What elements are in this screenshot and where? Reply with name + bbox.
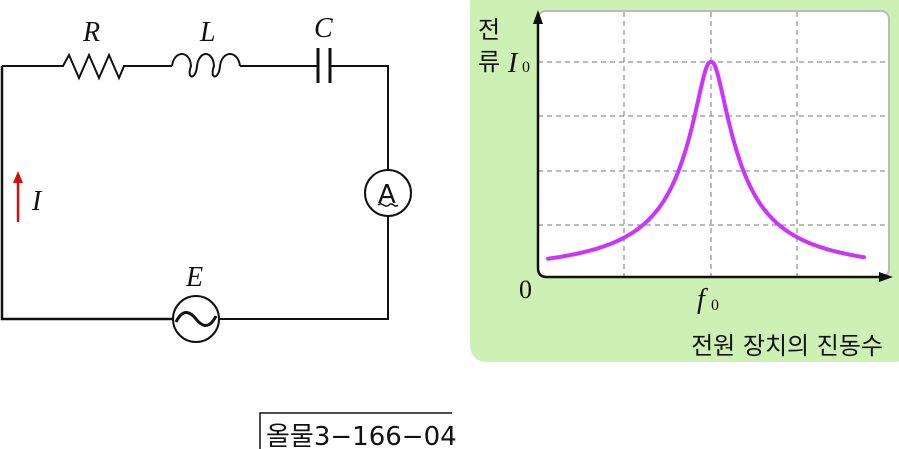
inductor-icon	[171, 53, 241, 78]
axes	[533, 10, 893, 282]
capacitor-icon	[316, 48, 332, 83]
current-label: I	[31, 186, 43, 217]
resistor-label: R	[82, 17, 100, 48]
y-axis	[536, 20, 885, 279]
wire-right-bottom	[219, 216, 389, 320]
footer-border	[259, 412, 452, 449]
circuit	[0, 48, 412, 343]
origin-label: 0	[519, 275, 532, 304]
capacitor-label: C	[314, 13, 333, 44]
ammeter-label: A	[378, 180, 396, 210]
x-axis-label: 전원 장치의 진동수	[691, 332, 883, 360]
y-axis-arrow-icon	[533, 10, 543, 24]
y-peak-subscript: 0	[522, 59, 530, 76]
footer-code: 올물3−166−04	[266, 422, 457, 449]
y-axis-label-line1: 전	[478, 16, 500, 44]
current-arrow-icon	[13, 171, 23, 222]
wire-left	[0, 66, 173, 321]
y-peak-label: I	[507, 48, 519, 79]
y-axis-label-line2: 류	[478, 48, 500, 76]
ac-wave	[174, 311, 218, 327]
plot-area	[537, 10, 890, 278]
resistor-icon	[58, 52, 172, 81]
ammeter-wave	[377, 203, 399, 207]
wire-top-right	[330, 65, 389, 170]
x-peak-subscript: 0	[711, 297, 719, 314]
x-axis-arrow-icon	[879, 272, 893, 282]
source-label: E	[185, 262, 203, 293]
resonance-curve	[546, 59, 866, 261]
x-peak-label: f	[697, 284, 708, 315]
inductor-label: L	[199, 17, 216, 48]
